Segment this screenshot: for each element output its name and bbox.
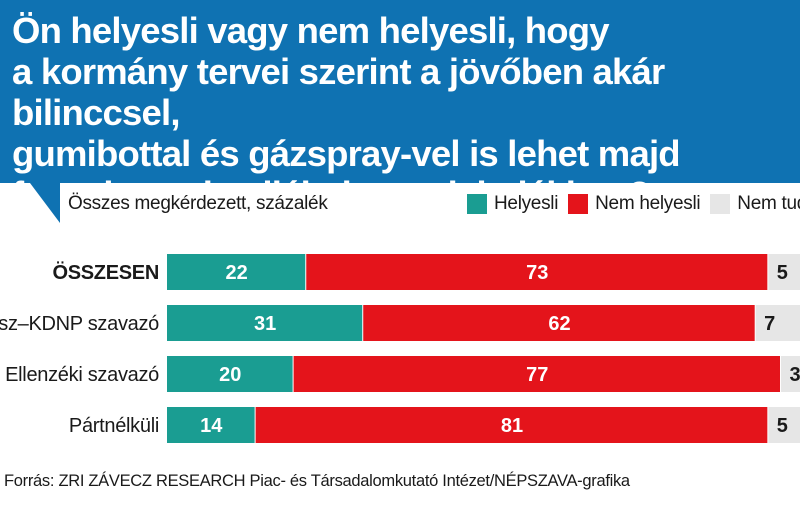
category-label: Fidesz–KDNP szavazó <box>0 313 159 335</box>
data-label: 5 <box>777 262 788 284</box>
legend-swatch <box>467 194 487 214</box>
legend-label: Helyesli <box>494 193 559 214</box>
bar-segment <box>255 407 769 443</box>
bar-segment <box>167 305 364 341</box>
data-label: 31 <box>254 313 276 335</box>
legend-item: Helyesli <box>467 193 558 215</box>
bar-segment <box>755 305 800 341</box>
bar-segment <box>768 254 800 290</box>
data-label: 3 <box>789 364 800 386</box>
data-label: 22 <box>226 262 248 284</box>
data-label: 81 <box>501 415 523 437</box>
stacked-bar-chart: ÖSSZESEN 22 73 5 Fidesz–KDNP szavazó 31 62 7 Ell… <box>0 254 800 443</box>
data-label: 7 <box>764 313 775 335</box>
bar-segment <box>781 356 800 392</box>
legend-swatch <box>710 194 731 214</box>
category-label: ÖSSZESEN <box>52 261 159 284</box>
bar-segment <box>768 407 800 443</box>
data-label: 20 <box>219 364 241 386</box>
legend-item: Nem helyesli <box>568 193 701 215</box>
bar-segment <box>306 254 769 290</box>
data-label: 77 <box>526 364 548 386</box>
category-label: Pártnélküli <box>69 415 159 437</box>
legend-label: Nem tudja <box>737 193 800 214</box>
legend-label: Nem helyesli <box>595 193 701 214</box>
legend-swatch <box>568 194 589 214</box>
chart-subtitle: Összes megkérdezett, százalék <box>68 193 328 214</box>
bar-segment <box>167 356 294 392</box>
chart-title: Ön helyesli vagy nem helyesli, hogy a ko… <box>12 10 681 215</box>
bar-segment <box>293 356 782 392</box>
bar-segment <box>167 254 307 290</box>
data-label: 14 <box>200 415 223 437</box>
data-label: 62 <box>548 313 570 335</box>
legend: Helyesli Nem helyesli Nem tudja <box>467 193 800 220</box>
source-note: Forrás: ZRI ZÁVECZ RESEARCH Piac- és Tár… <box>4 472 630 490</box>
bar-segment <box>167 407 256 443</box>
title-box: Ön helyesli vagy nem helyesli, hogy a ko… <box>0 0 800 215</box>
legend-item: Nem tudja <box>710 193 800 215</box>
category-label: Ellenzéki szavazó <box>5 364 159 386</box>
title-pointer <box>30 183 60 223</box>
bar-segment <box>363 305 756 341</box>
data-label: 73 <box>526 262 548 284</box>
data-label: 5 <box>777 415 788 437</box>
